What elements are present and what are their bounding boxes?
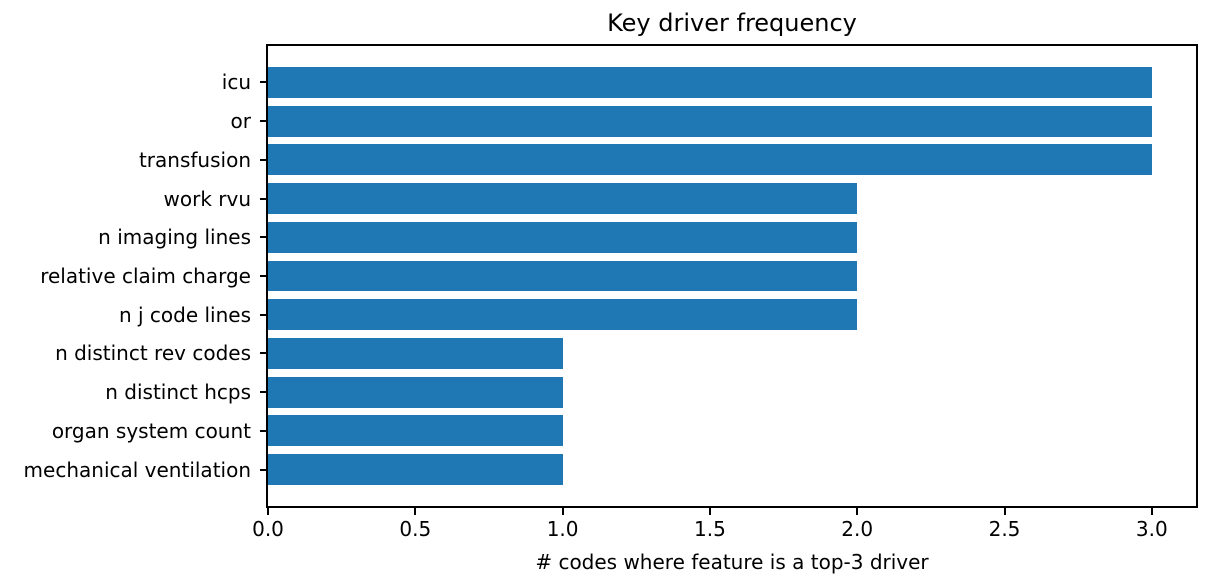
y-tick-label: organ system count [51, 418, 251, 443]
x-tick-label: 0.5 [399, 517, 432, 541]
y-tick-mark [260, 391, 267, 394]
y-tick-mark [260, 352, 267, 355]
y-tick-label: transfusion [138, 147, 251, 172]
bar-work-rvu [268, 183, 858, 215]
x-tick-mark [1150, 508, 1153, 515]
x-tick-mark [561, 508, 564, 515]
chart-title: Key driver frequency [607, 9, 857, 37]
y-tick-label: n j code lines [118, 302, 251, 327]
bar-n-distinct-rev-codes [268, 337, 563, 369]
x-tick-label: 2.0 [841, 517, 874, 541]
y-tick-label: or [230, 109, 251, 134]
y-tick-label: work rvu [163, 186, 252, 211]
x-tick-mark [414, 508, 417, 515]
x-tick-label: 1.5 [693, 517, 726, 541]
y-tick-mark [260, 429, 267, 432]
plot-area [266, 44, 1198, 508]
y-tick-mark [260, 120, 267, 123]
x-tick-mark [856, 508, 859, 515]
bar-relative-claim-charge [268, 260, 858, 292]
y-tick-label: n distinct rev codes [55, 341, 251, 366]
y-tick-label: icu [221, 70, 251, 95]
y-tick-label: relative claim charge [40, 264, 251, 288]
bar-n-distinct-hcps [268, 376, 563, 408]
bar-or [268, 105, 1152, 137]
x-tick-label: 1.0 [546, 517, 579, 541]
x-tick-label: 3.0 [1135, 517, 1168, 541]
y-tick-mark [260, 158, 267, 161]
bar-mechanical-ventilation [268, 454, 563, 486]
y-tick-label: mechanical ventilation [23, 457, 251, 482]
x-axis-label: # codes where feature is a top-3 driver [535, 550, 929, 574]
x-tick-mark [708, 508, 711, 515]
y-tick-mark [260, 236, 267, 239]
x-tick-label: 0.0 [252, 517, 284, 541]
bar-organ-system-count [268, 415, 563, 447]
bar-n-j-code-lines [268, 299, 858, 331]
bar-transfusion [268, 144, 1152, 176]
bar-icu [268, 66, 1152, 98]
y-tick-mark [260, 313, 267, 316]
y-tick-label: n imaging lines [98, 225, 251, 250]
y-tick-mark [260, 81, 267, 84]
y-tick-label: n distinct hcps [105, 380, 251, 405]
y-tick-mark [260, 468, 267, 471]
y-tick-mark [260, 197, 267, 200]
x-tick-mark [267, 508, 269, 515]
x-tick-mark [1003, 508, 1006, 515]
x-tick-label: 2.5 [988, 517, 1021, 541]
bar-n-imaging-lines [268, 221, 858, 253]
y-tick-mark [260, 275, 267, 277]
